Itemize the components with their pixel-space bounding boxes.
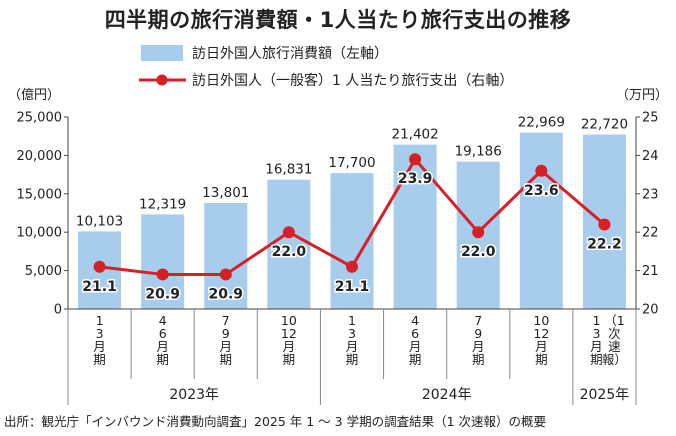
left-tick-label-0: 0 xyxy=(54,303,62,318)
right-axis-unit: （万円） xyxy=(616,88,668,103)
right-tick-label-1: 21 xyxy=(642,264,659,279)
line-value-label-4: 22.0 xyxy=(272,244,307,260)
x-tick-label-5-0: 1 xyxy=(348,313,356,328)
x-tick-label-4-2: 月 xyxy=(283,339,296,354)
bar-3 xyxy=(204,203,248,309)
x-tick-label-3-3: 期 xyxy=(220,352,233,367)
x-tick-label-9-r2: 速 xyxy=(608,339,621,354)
x-tick-label-5-2: 月 xyxy=(346,339,359,354)
left-tick-label-1: 5,000 xyxy=(25,264,62,279)
line-value-label-5: 21.1 xyxy=(335,279,370,295)
x-tick-label-1-0: 1 xyxy=(96,313,104,328)
line-point-1 xyxy=(93,260,106,273)
x-tick-label-2-2: 月 xyxy=(156,339,169,354)
line-point-5 xyxy=(346,260,358,273)
line-value-label-8: 23.6 xyxy=(524,183,559,199)
line-point-4 xyxy=(282,226,295,239)
line-value-label-9: 22.2 xyxy=(587,237,622,253)
year-label-3: 2025年 xyxy=(580,387,630,403)
year-label-2: 2024年 xyxy=(422,387,472,403)
x-tick-label-7-2: 月 xyxy=(472,339,485,354)
legend-line-label: 訪日外国人（一般客）1 人当たり旅行支出（右軸） xyxy=(192,72,513,89)
x-tick-label-1-1: 3 xyxy=(96,326,104,341)
left-tick-label-5: 25,000 xyxy=(17,111,63,126)
x-tick-label-2-0: 4 xyxy=(159,313,167,328)
x-tick-label-1-3: 期 xyxy=(93,352,106,367)
line-value-label-6: 23.9 xyxy=(398,171,433,187)
line-value-label-1: 21.1 xyxy=(82,279,117,295)
bar-8 xyxy=(519,132,563,309)
line-point-3 xyxy=(219,268,232,281)
left-tick-label-2: 10,000 xyxy=(17,226,63,241)
x-tick-label-9-2: 月 xyxy=(590,339,603,354)
right-tick-label-0: 20 xyxy=(642,303,659,318)
x-tick-label-4-0: 10 xyxy=(281,313,297,328)
legend-bar-swatch xyxy=(141,45,183,61)
bar-value-label-8: 22,969 xyxy=(518,115,565,131)
x-tick-label-3-0: 7 xyxy=(222,313,230,328)
x-tick-label-4-1: 12 xyxy=(281,326,297,341)
line-point-9 xyxy=(598,218,611,231)
bar-value-label-4: 16,831 xyxy=(265,162,312,178)
x-tick-label-7-0: 7 xyxy=(474,313,482,328)
x-tick-label-6-0: 4 xyxy=(411,313,419,328)
x-tick-label-4-3: 期 xyxy=(283,352,296,367)
x-tick-label-6-2: 月 xyxy=(409,339,422,354)
x-tick-label-9-r0: （1 xyxy=(604,313,624,328)
chart-svg: 訪日外国人旅行消費額（左軸） 訪日外国人（一般客）1 人当たり旅行支出（右軸） （億… xyxy=(8,45,668,405)
line-point-6 xyxy=(409,153,422,166)
bar-value-label-2: 12,319 xyxy=(139,196,186,212)
x-tick-label-9-0: 1 xyxy=(592,313,600,328)
line-point-8 xyxy=(535,164,548,177)
x-tick-label-9-r3: 報） xyxy=(602,352,627,367)
right-tick-label-4: 24 xyxy=(642,149,659,164)
x-tick-label-6-1: 6 xyxy=(411,326,419,341)
x-tick-label-5-1: 3 xyxy=(348,326,356,341)
x-tick-label-8-0: 10 xyxy=(533,313,549,328)
line-point-7 xyxy=(472,226,485,239)
x-tick-label-6-3: 期 xyxy=(409,352,422,367)
chart-title: 四半期の旅行消費額・1人当たり旅行支出の推移 xyxy=(104,8,572,32)
bar-value-label-3: 13,801 xyxy=(202,185,249,201)
line-point-2 xyxy=(156,268,169,281)
year-label-1: 2023年 xyxy=(169,387,219,403)
bar-6 xyxy=(393,144,437,309)
source-note: 出所：観光庁「インバウンド消費動向調査」2025 年 1 ～ 3 学期の調査結果… xyxy=(4,414,547,429)
right-tick-label-3: 23 xyxy=(642,187,659,202)
x-tick-label-2-3: 期 xyxy=(156,352,169,367)
x-tick-label-8-1: 12 xyxy=(533,326,549,341)
line-value-label-2: 20.9 xyxy=(145,286,180,302)
x-tick-label-7-1: 9 xyxy=(474,326,482,341)
bar-value-label-9: 22,720 xyxy=(581,117,628,133)
right-tick-label-5: 25 xyxy=(642,111,659,126)
legend-bar-label: 訪日外国人旅行消費額（左軸） xyxy=(192,46,388,62)
x-tick-label-9-r1: 次 xyxy=(608,326,621,341)
bar-4 xyxy=(267,179,311,309)
left-tick-label-4: 20,000 xyxy=(17,149,63,164)
x-tick-label-8-3: 期 xyxy=(535,352,548,367)
line-value-label-3: 20.9 xyxy=(209,286,244,302)
x-tick-label-8-2: 月 xyxy=(535,339,548,354)
bar-2 xyxy=(141,214,185,309)
x-tick-label-9-1: 3 xyxy=(592,326,600,341)
x-tick-label-9-3: 期 xyxy=(590,352,603,367)
x-tick-label-1-2: 月 xyxy=(93,339,106,354)
right-tick-label-2: 22 xyxy=(642,226,659,241)
left-axis-unit: （億円） xyxy=(8,87,60,103)
bar-value-label-1: 10,103 xyxy=(76,213,123,229)
x-tick-label-3-2: 月 xyxy=(220,339,233,354)
x-tick-label-2-1: 6 xyxy=(159,326,167,341)
left-tick-label-3: 15,000 xyxy=(17,187,63,202)
bar-value-label-6: 21,402 xyxy=(391,127,438,143)
x-tick-label-3-1: 9 xyxy=(222,326,230,341)
x-tick-label-7-3: 期 xyxy=(472,352,485,367)
x-tick-label-5-3: 期 xyxy=(346,352,359,367)
legend-line-marker xyxy=(156,74,168,86)
bar-value-label-7: 19,186 xyxy=(455,144,502,160)
line-value-label-7: 22.0 xyxy=(461,244,496,260)
bar-value-label-5: 17,700 xyxy=(328,155,375,171)
